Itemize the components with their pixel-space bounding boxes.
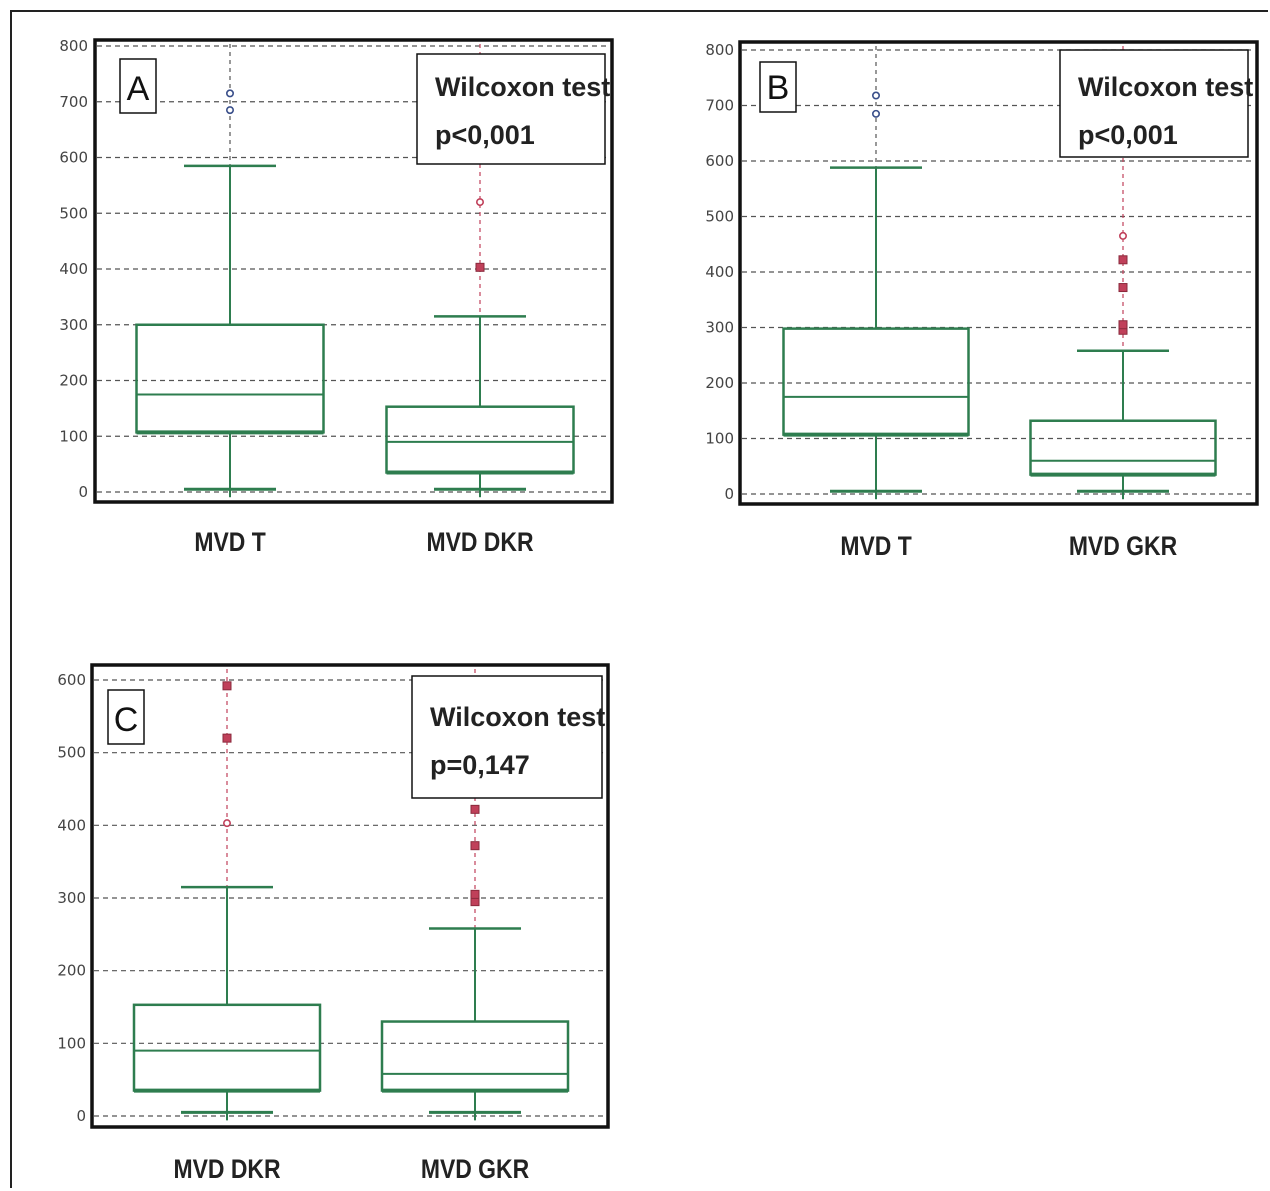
outlier-point <box>223 819 232 828</box>
outlier-point <box>1118 255 1128 265</box>
panel-letter: B <box>767 69 790 107</box>
outlier-point <box>1119 231 1128 240</box>
box-iqr <box>132 1003 322 1092</box>
category-label: MVD GKR <box>1069 531 1177 561</box>
category-label: MVD DKR <box>173 1154 280 1184</box>
stat-test-name: Wilcoxon test <box>1078 72 1253 102</box>
outlier-point <box>222 733 232 743</box>
y-tick-label: 800 <box>705 41 734 59</box>
category-label: MVD GKR <box>421 1154 529 1184</box>
outlier-point <box>470 804 480 814</box>
stat-box <box>1059 49 1249 158</box>
stat-p-value: p<0,001 <box>1078 120 1178 150</box>
y-tick-label: 400 <box>59 260 88 278</box>
y-tick-label: 0 <box>78 483 88 501</box>
stat-test-name: Wilcoxon test <box>435 72 610 102</box>
outlier-point <box>226 89 235 98</box>
stat-p-value: p<0,001 <box>435 120 535 150</box>
y-tick-label: 700 <box>705 97 734 115</box>
category-label: MVD DKR <box>426 527 533 557</box>
category-label: MVD T <box>840 531 912 561</box>
y-tick-label: 100 <box>705 430 734 448</box>
plot-frame <box>738 40 1259 506</box>
y-tick-label: 500 <box>59 204 88 222</box>
outlier-point <box>475 198 484 207</box>
y-tick-label: 300 <box>59 316 88 334</box>
panel-letter-box <box>119 58 157 114</box>
panel-letter: A <box>127 70 150 108</box>
plot-frame <box>90 663 610 1129</box>
box-iqr <box>380 1020 570 1092</box>
box-iqr <box>782 327 970 436</box>
outlier-point <box>226 106 235 115</box>
stat-test-name: Wilcoxon test <box>430 702 605 732</box>
category-label: MVD T <box>194 527 266 557</box>
y-tick-label: 0 <box>724 485 734 503</box>
panel-letter-box <box>107 689 145 745</box>
boxplot-panel-c: 0 100 200 300 400 500 600 MVD DKR MVD GKR C Wilcox… <box>57 663 610 1184</box>
outlier-point <box>470 889 480 899</box>
boxplot-panel-a: 0 100 200 300 400 500 600 700 800 MVD T MVD DKR A Wi… <box>59 37 614 557</box>
outlier-point <box>871 109 880 118</box>
plot-frame <box>93 38 614 504</box>
outlier-point <box>222 681 232 691</box>
y-tick-label: 200 <box>705 374 734 392</box>
y-tick-label: 300 <box>705 319 734 337</box>
figure-frame <box>10 10 1268 1188</box>
panel-letter-box <box>759 61 797 113</box>
box-iqr <box>135 323 325 434</box>
panel-letter: C <box>114 701 139 739</box>
y-tick-label: 800 <box>59 37 88 55</box>
y-tick-label: 400 <box>705 263 734 281</box>
stat-p-value: p=0,147 <box>430 750 530 780</box>
stat-box <box>411 675 603 799</box>
y-tick-label: 600 <box>705 152 734 170</box>
outlier-point <box>1118 283 1128 293</box>
y-tick-label: 200 <box>57 962 86 980</box>
y-tick-label: 500 <box>57 744 86 762</box>
y-tick-label: 100 <box>57 1034 86 1052</box>
box-iqr <box>1029 419 1217 476</box>
y-tick-label: 100 <box>59 427 88 445</box>
box-iqr <box>385 405 575 474</box>
y-tick-label: 400 <box>57 816 86 834</box>
y-tick-label: 0 <box>76 1107 86 1125</box>
outlier-point <box>1118 320 1128 330</box>
stat-box <box>416 53 606 165</box>
y-tick-label: 300 <box>57 889 86 907</box>
y-tick-label: 600 <box>57 671 86 689</box>
y-tick-label: 700 <box>59 93 88 111</box>
outlier-point <box>475 262 485 272</box>
y-tick-label: 600 <box>59 149 88 167</box>
boxplot-panel-b: 0 100 200 300 400 500 600 700 800 MVD T MVD GKR B Wi… <box>705 40 1259 561</box>
outlier-point <box>871 91 880 100</box>
y-tick-label: 500 <box>705 208 734 226</box>
y-tick-label: 200 <box>59 372 88 390</box>
outlier-point <box>470 841 480 851</box>
